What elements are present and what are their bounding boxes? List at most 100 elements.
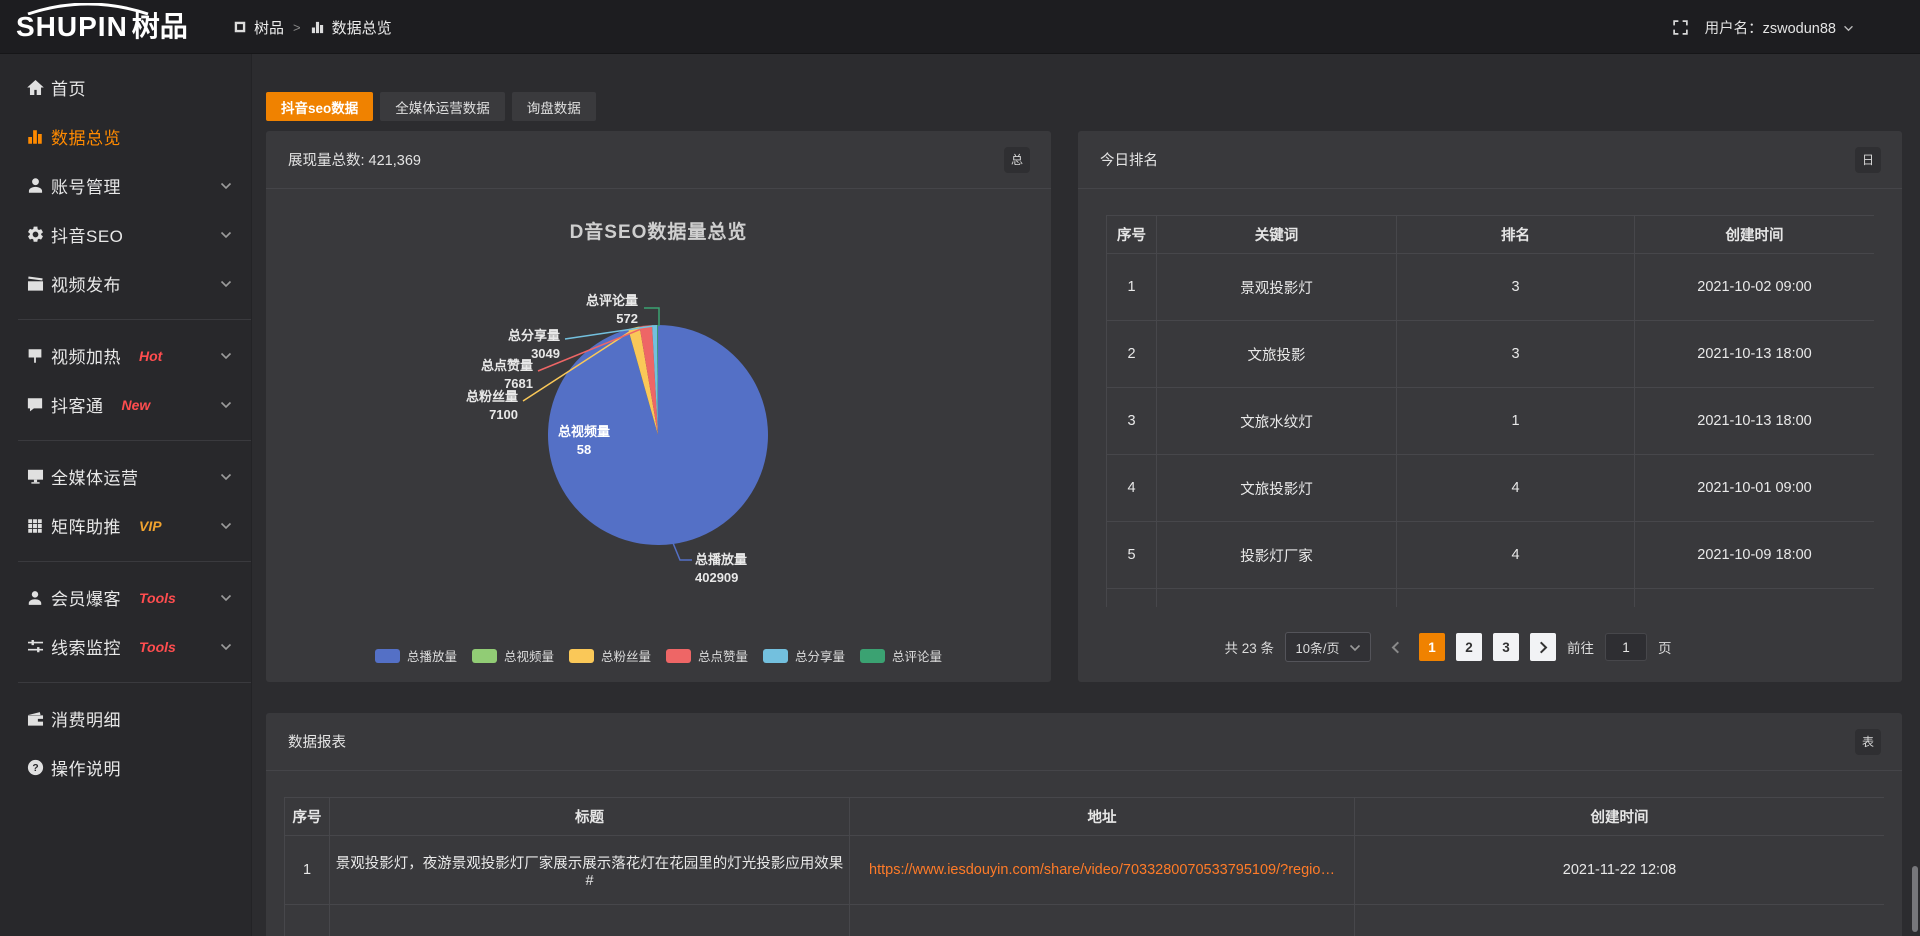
legend-item-总分享量[interactable]: 总分享量	[763, 646, 845, 665]
legend-item-总粉丝量[interactable]: 总粉丝量	[568, 646, 651, 665]
day-mode-button[interactable]: 日	[1855, 146, 1881, 173]
sidebar-item-label: 视频加热	[51, 348, 121, 367]
sidebar-item-label: 抖音SEO	[51, 227, 124, 246]
fullscreen-icon[interactable]	[1672, 19, 1689, 36]
legend-label: 总播放量	[406, 650, 457, 664]
pie-label: 7100	[489, 407, 518, 422]
sidebar-item-account-management[interactable]: 账号管理	[0, 161, 251, 210]
chevron-down-icon	[1843, 25, 1854, 32]
ranking-panel-title: 今日排名	[1100, 153, 1158, 169]
logo[interactable]: SHUPIN 树品	[16, 3, 188, 47]
table-cell: 5	[1106, 521, 1157, 589]
table-cell: 文旅投影	[1156, 320, 1397, 388]
user-menu[interactable]: 用户名：zswodun88	[1705, 17, 1854, 38]
pie-slice-总视频量[interactable]	[628, 329, 658, 435]
table-cell: 景观投影灯，夜游景观投影灯厂家展示展示落花灯在花园里的灯光投影应用效果 #	[329, 835, 850, 905]
sidebar-divider	[0, 308, 251, 331]
report-table: 序号 标题 地址 创建时间 1 景观投影灯，夜游景观投影灯厂家展示展示落花灯在花园里的灯光…	[284, 797, 1884, 936]
sidebar-item-matrix-boost[interactable]: 矩阵助推 VIP	[0, 501, 251, 550]
monitor-icon	[25, 467, 45, 487]
sidebar-item-badge: New	[121, 396, 151, 413]
table-row: 5 投影灯厂家 4 2021-10-09 18:00	[1106, 521, 1874, 589]
page-size-select[interactable]: 10条/页	[1285, 632, 1372, 662]
sidebar-item-home[interactable]: 首页	[0, 63, 251, 112]
sidebar-item-member-baoke[interactable]: 会员爆客 Tools	[0, 573, 251, 622]
question-icon: ?	[25, 758, 45, 778]
pie-slice-总分享量[interactable]	[652, 325, 658, 435]
pie-label: 总播放量	[695, 552, 747, 567]
table-cell: 文旅投影灯	[1156, 454, 1397, 522]
sliders-icon	[25, 637, 45, 657]
report-panel-title: 数据报表	[288, 735, 346, 751]
table-cell: 2021-10-09 18:00	[1634, 521, 1874, 589]
breadcrumb: 树品 > 数据总览	[233, 0, 392, 54]
page-button-2[interactable]: 2	[1456, 633, 1483, 661]
pie-label: 572	[616, 311, 638, 326]
table-cell: 1	[1396, 387, 1635, 455]
sidebar-item-consume-detail[interactable]: 消费明细	[0, 694, 251, 743]
chevron-down-icon	[220, 522, 232, 530]
sidebar-item-label: 全媒体运营	[51, 469, 139, 488]
breadcrumb-label: 数据总览	[331, 19, 392, 37]
sidebar-item-media-operation[interactable]: 全媒体运营	[0, 452, 251, 501]
pie-label: 总点赞量	[481, 358, 533, 373]
legend-item-总视频量[interactable]: 总视频量	[471, 646, 554, 665]
pie-slice-总评论量[interactable]	[657, 324, 658, 435]
chevron-down-icon	[220, 231, 232, 239]
tab-media-operation-data[interactable]: 全媒体运营数据	[380, 92, 505, 121]
sidebar-item-data-overview[interactable]: 数据总览	[0, 112, 251, 161]
tab-inquiry-data[interactable]: 询盘数据	[511, 92, 596, 121]
table-cell: 文旅水纹灯	[1156, 387, 1397, 455]
sidebar-item-douketong[interactable]: 抖客通 New	[0, 380, 251, 429]
scrollbar[interactable]	[1912, 866, 1918, 932]
breadcrumb-item-current[interactable]: 数据总览	[310, 17, 392, 38]
page-button-3[interactable]: 3	[1493, 633, 1520, 661]
sidebar-item-clue-monitor[interactable]: 线索监控 Tools	[0, 622, 251, 671]
username-label: 用户名：zswodun88	[1704, 20, 1836, 37]
table-row: 2 文旅投影 3 2021-10-13 18:00	[1106, 320, 1874, 388]
table-cell	[1156, 588, 1397, 607]
legend-item-总点赞量[interactable]: 总点赞量	[666, 646, 748, 665]
table-cell: 2021-11-22 12:08	[1354, 835, 1884, 905]
legend-item-总播放量[interactable]: 总播放量	[374, 646, 457, 665]
table-cell	[1396, 588, 1635, 607]
pie-slice-总粉丝量[interactable]	[628, 326, 658, 435]
gear-icon	[25, 225, 45, 245]
report-link[interactable]: https://www.iesdouyin.com/share/video/70…	[849, 835, 1355, 905]
table-cell: 投影灯厂家	[1156, 521, 1397, 589]
user-icon	[25, 176, 45, 196]
column-header: 序号	[1106, 215, 1157, 254]
pie-slice-总点赞量[interactable]	[639, 325, 658, 435]
total-mode-button[interactable]: 总	[1004, 146, 1030, 173]
table-cell: 2021-10-02 09:00	[1634, 253, 1874, 321]
breadcrumb-item-root[interactable]: 树品	[233, 17, 284, 38]
tab-douyin-seo-data[interactable]: 抖音seo数据	[266, 92, 374, 121]
column-header: 创建时间	[1354, 797, 1884, 836]
pagination: 共 23 条 10条/页 123 前往 页	[1036, 632, 1860, 662]
jump-page-input[interactable]	[1605, 633, 1648, 661]
page-button-1[interactable]: 1	[1419, 633, 1446, 661]
column-header: 关键词	[1156, 215, 1397, 254]
table-mode-button[interactable]: 表	[1855, 728, 1881, 755]
sidebar-item-douyin-seo[interactable]: 抖音SEO	[0, 210, 251, 259]
table-row: 3 文旅水纹灯 1 2021-10-13 18:00	[1106, 387, 1874, 455]
sidebar-item-label: 线索监控	[51, 639, 121, 658]
table-cell: 3	[1396, 320, 1635, 388]
pie-label-line	[564, 325, 654, 340]
next-page-button[interactable]	[1530, 633, 1557, 661]
sidebar-item-video-heat[interactable]: 视频加热 Hot	[0, 331, 251, 380]
table-cell: 1	[284, 835, 330, 905]
legend-item-总评论量[interactable]: 总评论量	[860, 646, 942, 665]
jump-label: 前往	[1567, 641, 1595, 656]
sidebar-item-video-publish[interactable]: 视频发布	[0, 259, 251, 308]
sidebar-item-badge: Tools	[139, 589, 176, 606]
pie-label: 3049	[531, 346, 560, 361]
sidebar-item-label: 数据总览	[51, 129, 121, 148]
svg-text:?: ?	[32, 763, 38, 774]
pie-label: 总粉丝量	[466, 389, 518, 404]
pie-slice-总播放量[interactable]	[547, 325, 768, 545]
table-row-empty	[284, 904, 1884, 936]
sidebar-item-operation-guide[interactable]: ? 操作说明	[0, 743, 251, 792]
prev-page-button[interactable]	[1382, 633, 1408, 661]
legend-label: 总分享量	[795, 650, 846, 664]
